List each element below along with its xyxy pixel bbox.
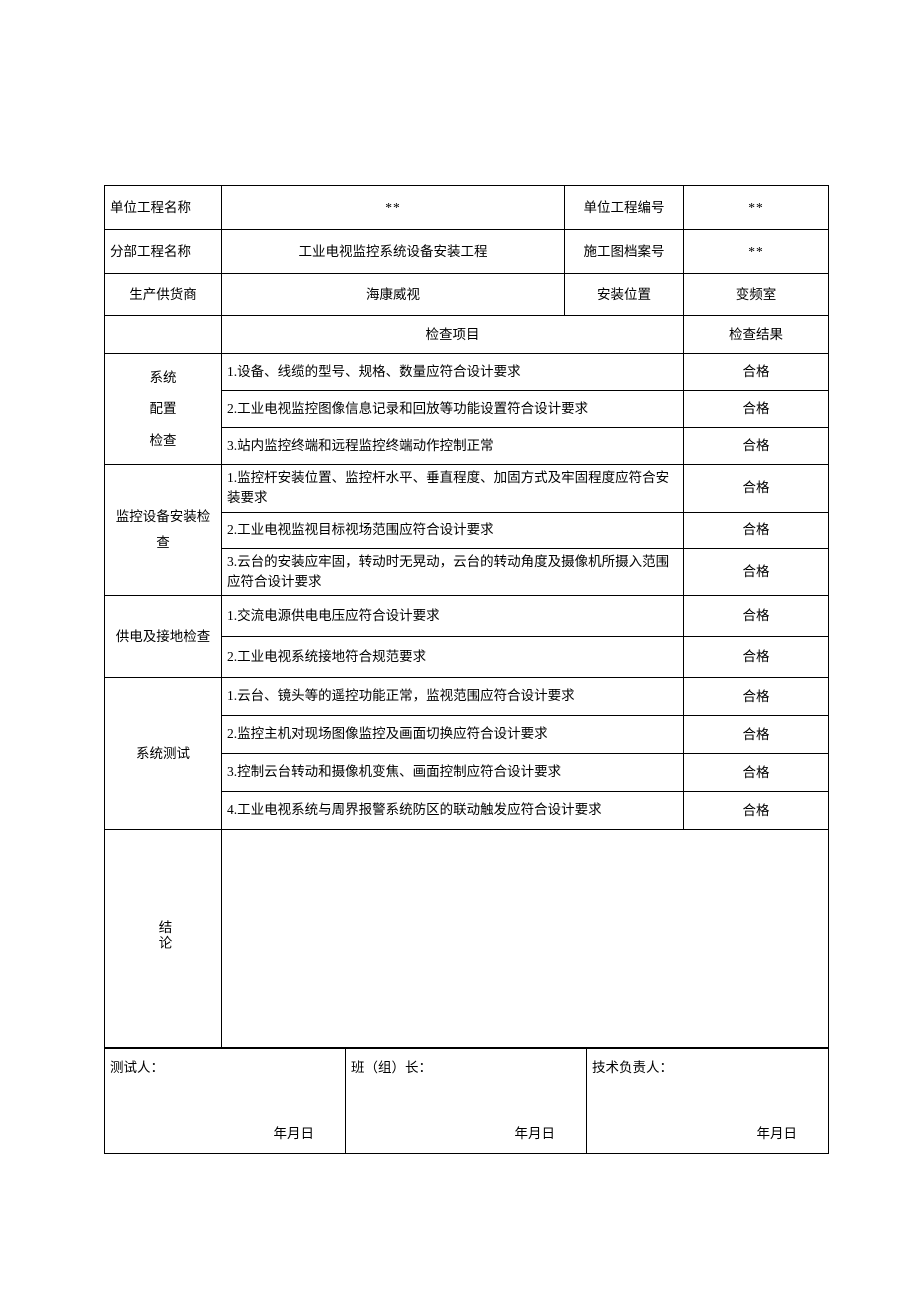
inspection-result[interactable]: 合格 [683,427,829,465]
inspection-result[interactable]: 合格 [683,390,829,428]
label-unit-project-number: 单位工程编号 [564,185,684,230]
label-install-location: 安装位置 [564,273,684,316]
inspection-item: 4.工业电视系统与周界报警系统防区的联动触发应符合设计要求 [221,791,684,830]
table-row: 2.监控主机对现场图像监控及画面切换应符合设计要求 合格 [105,715,829,754]
value-drawing-file-number[interactable]: ** [683,229,829,274]
label-drawing-file-number: 施工图档案号 [564,229,684,274]
signature-date-technical-manager: 年月日 [756,1126,798,1141]
signature-table: 测试人： 年月日 班（组）长： 年月日 技术负责人： 年月日 [104,1048,829,1154]
label-supplier: 生产供货商 [104,273,222,316]
inspection-item: 2.工业电视监控图像信息记录和回放等功能设置符合设计要求 [221,390,684,428]
table-row: 监控设备安装检 查 1.监控杆安装位置、监控杆水平、垂直程度、加固方式及牢固程度… [104,464,829,596]
signature-row: 测试人： 年月日 班（组）长： 年月日 技术负责人： 年月日 [104,1048,829,1154]
value-install-location[interactable]: 变频室 [683,273,829,316]
inspection-result[interactable]: 合格 [683,464,829,513]
table-row: 2.工业电视监控图像信息记录和回放等功能设置符合设计要求 合格 [105,390,829,428]
column-header-blank [104,315,222,354]
table-row: 4.工业电视系统与周界报警系统防区的联动触发应符合设计要求 合格 [105,791,829,830]
inspection-item: 2.工业电视监视目标视场范围应符合设计要求 [221,511,684,549]
table-row: 系统 配置 检查 1.设备、线缆的型号、规格、数量应符合设计要求 合格 [104,353,829,465]
category-line: 系统测试 [136,745,190,761]
signature-date-tester: 年月日 [273,1126,315,1141]
category-line: 配置 [149,401,177,417]
value-supplier[interactable]: 海康威视 [221,273,565,316]
inspection-item: 3.站内监控终端和远程监控终端动作控制正常 [221,427,684,465]
inspection-result[interactable]: 合格 [683,753,829,792]
value-subproject-name[interactable]: 工业电视监控系统设备安装工程 [221,229,565,274]
category-line: 供电及接地检查 [115,628,211,644]
inspection-item: 1.设备、线缆的型号、规格、数量应符合设计要求 [221,353,684,391]
signature-label-tester: 测试人： [110,1060,164,1076]
inspection-result[interactable]: 合格 [683,547,829,596]
inspection-item: 1.监控杆安装位置、监控杆水平、垂直程度、加固方式及牢固程度应符合安装要求 [221,464,684,513]
category-system-configuration: 系统 配置 检查 [104,353,222,465]
inspection-result[interactable]: 合格 [683,715,829,754]
value-unit-project-name[interactable]: ** [221,185,565,230]
inspection-result[interactable]: 合格 [683,595,829,637]
column-header-inspection-item: 检查项目 [221,315,684,354]
inspection-result[interactable]: 合格 [683,677,829,716]
value-unit-project-number[interactable]: ** [683,185,829,230]
inspection-result[interactable]: 合格 [683,353,829,391]
inspection-result[interactable]: 合格 [683,791,829,830]
signature-label-team-leader: 班（组）长： [351,1060,432,1076]
table-row: 2.工业电视监视目标视场范围应符合设计要求 合格 [105,511,829,549]
label-conclusion: 结论 [104,829,222,1048]
value-conclusion[interactable] [221,829,829,1048]
column-header-inspection-result: 检查结果 [683,315,829,354]
label-unit-project-name: 单位工程名称 [104,185,222,230]
category-line: 检查 [149,432,177,448]
category-system-test: 系统测试 [104,677,222,830]
inspection-item: 1.交流电源供电电压应符合设计要求 [221,595,684,637]
inspection-item: 3.云台的安装应牢固，转动时无晃动，云台的转动角度及摄像机所摄入范围应符合设计要… [221,547,684,596]
inspection-item: 3.控制云台转动和摄像机变焦、画面控制应符合设计要求 [221,753,684,792]
conclusion-label-text: 结论 [156,920,172,952]
signature-cell-tester[interactable]: 测试人： 年月日 [104,1048,346,1154]
inspection-item: 1.云台、镜头等的遥控功能正常，监视范围应符合设计要求 [221,677,684,716]
category-line: 监控设备安装检 [115,509,211,525]
inspection-result[interactable]: 合格 [683,511,829,549]
inspection-record-form: 单位工程名称 ** 单位工程编号 ** 分部工程名称 工业电视监控系统设备安装工… [104,185,829,1154]
table-row: 3.站内监控终端和远程监控终端动作控制正常 合格 [105,427,829,465]
column-header-row: 检查项目 检查结果 [104,315,829,354]
header-row-supplier: 生产供货商 海康威视 安装位置 变频室 [104,273,829,316]
header-row-subproject-name: 分部工程名称 工业电视监控系统设备安装工程 施工图档案号 ** [104,229,829,274]
conclusion-row: 结论 [104,829,829,1048]
category-line: 系统 [149,370,177,386]
category-line: 查 [156,535,170,550]
category-monitoring-equipment-installation: 监控设备安装检 查 [104,464,222,596]
inspection-result[interactable]: 合格 [683,636,829,678]
table-row: 系统测试 1.云台、镜头等的遥控功能正常，监视范围应符合设计要求 合格 [104,677,829,830]
form-table: 单位工程名称 ** 单位工程编号 ** 分部工程名称 工业电视监控系统设备安装工… [104,185,829,1048]
label-subproject-name: 分部工程名称 [104,229,222,274]
inspection-item: 2.工业电视系统接地符合规范要求 [221,636,684,678]
table-row: 供电及接地检查 1.交流电源供电电压应符合设计要求 合格 [104,595,829,678]
signature-cell-team-leader[interactable]: 班（组）长： 年月日 [345,1048,587,1154]
inspection-item: 2.监控主机对现场图像监控及画面切换应符合设计要求 [221,715,684,754]
signature-date-team-leader: 年月日 [514,1126,556,1141]
category-power-supply-grounding: 供电及接地检查 [104,595,222,678]
header-row-project-name: 单位工程名称 ** 单位工程编号 ** [104,185,829,230]
signature-label-technical-manager: 技术负责人： [592,1060,673,1076]
signature-cell-technical-manager[interactable]: 技术负责人： 年月日 [586,1048,829,1154]
table-row: 3.云台的安装应牢固，转动时无晃动，云台的转动角度及摄像机所摄入范围应符合设计要… [105,547,829,596]
